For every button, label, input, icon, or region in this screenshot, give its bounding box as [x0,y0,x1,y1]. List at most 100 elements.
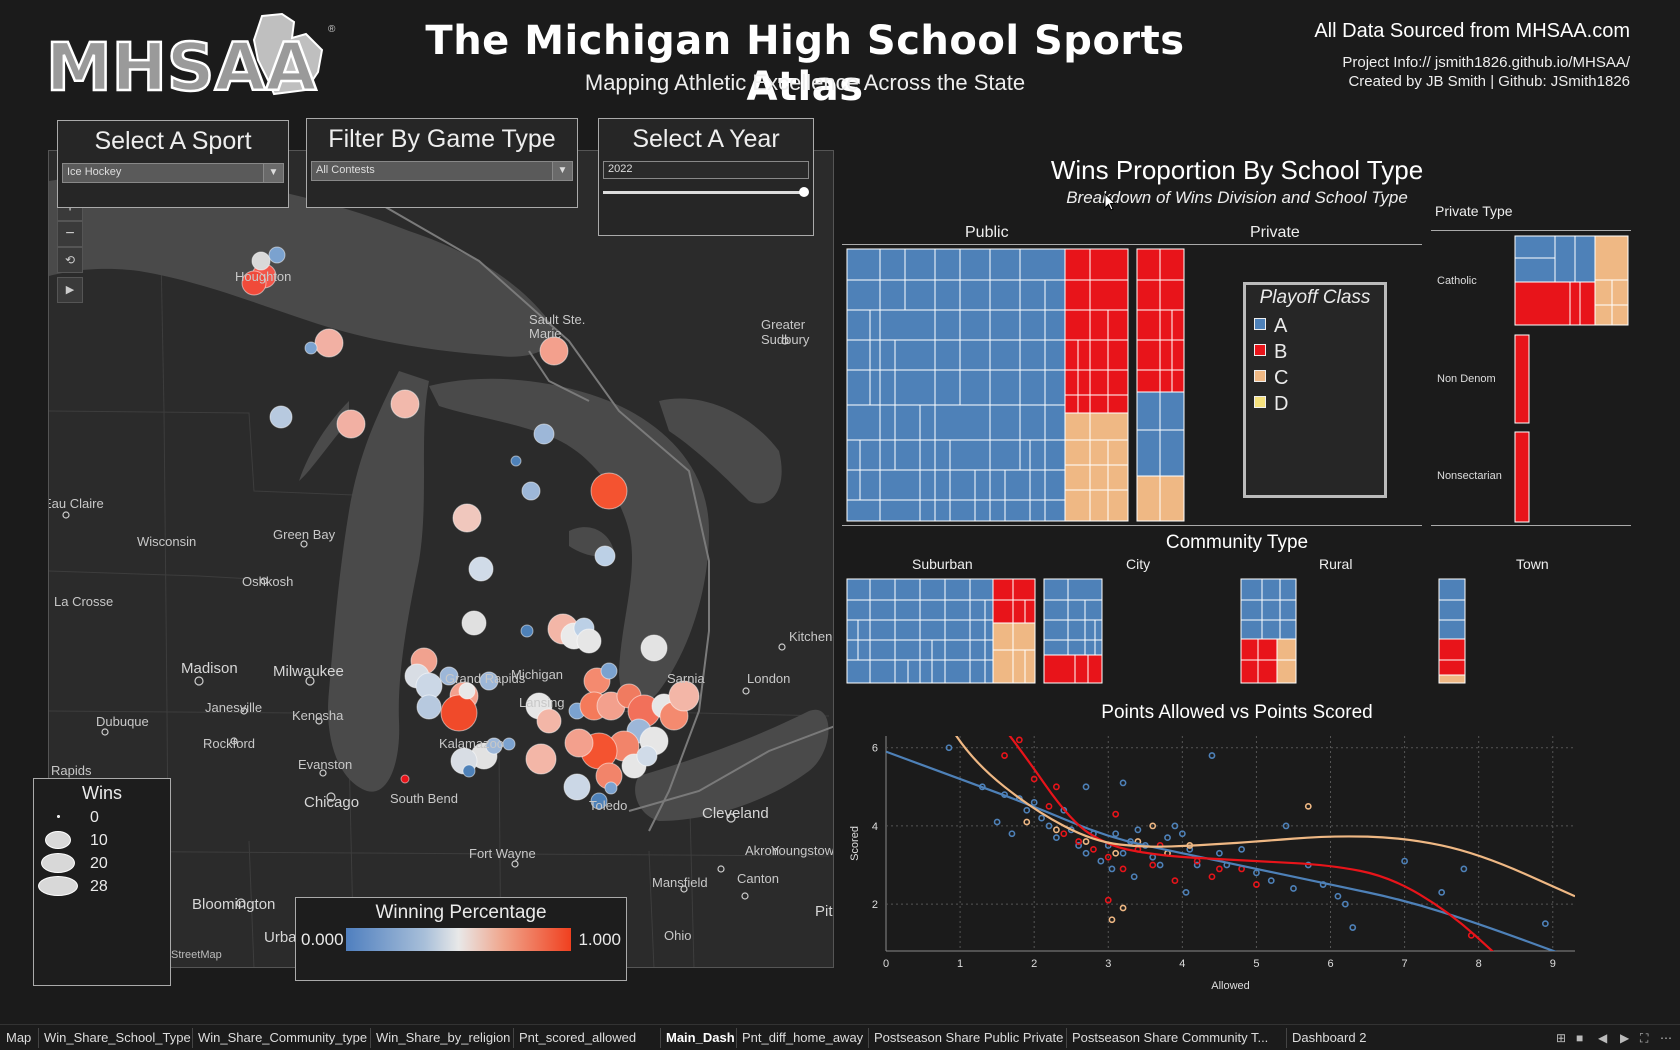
grid-view-icon[interactable]: ⊞ [1556,1031,1567,1045]
city-treemap[interactable] [1043,578,1103,684]
zoom-out-button[interactable]: − [57,221,83,247]
map-label: Kenosha [292,708,344,723]
wins-legend-item: 0 [34,807,172,829]
scatter-point [1023,806,1031,814]
chevron-down-icon[interactable]: ▼ [552,162,572,180]
town-treemap[interactable] [1438,578,1466,684]
scatter-point [1304,802,1312,810]
map-label: Toledo [589,798,628,813]
scatter-point [1334,892,1342,900]
divider [1431,230,1631,231]
x-tick-label: 6 [1327,958,1333,970]
sheet-tab[interactable]: Pnt_scored_allowed [519,1030,637,1045]
scatter-point [1038,814,1045,822]
private-type-header: Private Type [1435,203,1513,219]
x-tick-label: 4 [1179,958,1185,970]
expand-toolbar-button[interactable]: ▶ [57,277,83,303]
next-sheet-icon[interactable]: ▶ [1620,1031,1630,1045]
sheet-tab[interactable]: Postseason Share Public Private [874,1030,1064,1045]
map-label: Youngstown [771,843,834,858]
year-filter-label: Select A Year [632,125,780,153]
private-treemap[interactable] [1136,248,1185,522]
map-label: Canton [737,871,779,886]
map-view[interactable]: Houghton Sault Ste. Marie Greater Sudbur… [48,150,834,968]
scatter-point [1349,924,1357,931]
scatter-point [1075,838,1083,845]
scatter-point [1401,857,1409,865]
divider [842,244,1422,245]
sheet-tab[interactable]: Dashboard 2 [1292,1030,1367,1045]
playoff-legend-item[interactable]: B [1254,341,1287,364]
more-options-icon[interactable]: ⋯ [1660,1031,1672,1045]
map-credit: StreetMap [171,949,222,961]
year-slider-track[interactable] [603,191,805,194]
sheet-tab-bar: Map Win_Share_School_Type Win_Share_Commun… [0,1024,1680,1050]
public-treemap[interactable] [846,248,1129,522]
suburban-treemap[interactable] [846,578,1036,684]
scatter-chart[interactable]: 0 1 2 3 4 5 6 7 8 9 2 4 6 Allowed Scored [842,728,1642,1000]
map-label: Green Bay [273,527,336,542]
prev-sheet-icon[interactable]: ◀ [1598,1031,1608,1045]
year-input[interactable]: 2022 [603,161,809,179]
wins-proportion-subtitle: Breakdown of Wins Division and School Ty… [1066,188,1408,207]
wins-legend-value: 0 [90,809,99,826]
svg-text:MHSAA: MHSAA [46,29,317,100]
sheet-tab[interactable]: Win_Share_Community_type [198,1030,368,1045]
wins-legend-title: Wins [82,783,122,803]
sheet-tab[interactable]: Win_Share_School_Type [44,1030,191,1045]
map-label: Ohio [664,928,692,943]
playoff-legend-item[interactable]: D [1254,393,1288,416]
year-slider-handle[interactable] [799,187,809,197]
sheet-tab[interactable]: Pnt_diff_home_away [742,1030,864,1045]
map-label: London [747,671,791,686]
tab-separator [192,1028,193,1048]
map-label: Dubuque [96,714,149,729]
catholic-treemap[interactable] [1514,235,1629,326]
created-by-text: Created by JB Smith | Github: JSmith1826 [1348,73,1630,90]
nondenom-treemap[interactable] [1514,334,1530,424]
data-source-text: All Data Sourced from MHSAA.com [1314,20,1630,42]
playoff-legend-item[interactable]: C [1254,367,1288,390]
playoff-legend-label: C [1274,367,1289,389]
y-axis-label: Scored [849,826,861,861]
rural-treemap[interactable] [1240,578,1297,684]
x-axis-label: Allowed [1211,980,1250,992]
scatter-point [1182,888,1190,896]
divider [1431,525,1631,526]
scatter-point [1193,857,1201,865]
map-label: La Crosse [54,594,114,609]
reset-view-icon[interactable]: ⟲ [57,247,83,273]
wins-size-legend: Wins 0 10 20 28 [33,778,171,986]
scatter-point [1267,877,1275,885]
sport-dropdown[interactable]: Ice Hockey ▼ [62,163,284,183]
map-label: Michigan [511,667,564,682]
color-gradient-bar [346,928,571,951]
scatter-point [1104,896,1112,904]
sheet-tab[interactable]: Map [6,1030,32,1045]
scatter-point [1215,865,1223,873]
sheet-tab[interactable]: Main_Dash [666,1030,735,1045]
sheet-tab[interactable]: Postseason Share Community T... [1072,1030,1269,1045]
sport-filter-label: Select A Sport [94,127,252,155]
scatter-point [1082,783,1090,791]
sheet-tab[interactable]: Win_Share_by_religion [376,1030,511,1045]
project-info-link[interactable]: Project Info:// jsmith1826.github.io/MHS… [1342,54,1630,71]
public-column-header: Public [965,224,1009,241]
map-label: Fort Wayne [469,846,536,861]
fullscreen-icon[interactable]: ⛶ [1640,1031,1649,1045]
scatter-point [1253,869,1260,877]
chevron-down-icon[interactable]: ▼ [263,164,283,182]
swatch [1254,344,1266,356]
private-type-label: Nonsectarian [1437,470,1502,482]
tab-separator [660,1028,661,1048]
playoff-legend-item[interactable]: A [1254,315,1287,338]
wins-legend-item: 10 [34,830,172,852]
scatter-point [1134,826,1142,834]
nonsectarian-treemap[interactable] [1514,431,1530,523]
scatter-point [1112,849,1120,857]
slide-view-icon[interactable]: ■ [1576,1031,1584,1045]
map-label: Kalamazoo [439,736,505,751]
game-type-dropdown[interactable]: All Contests ▼ [311,161,573,181]
winning-percentage-legend: Winning Percentage 0.000 1.000 [295,897,627,981]
